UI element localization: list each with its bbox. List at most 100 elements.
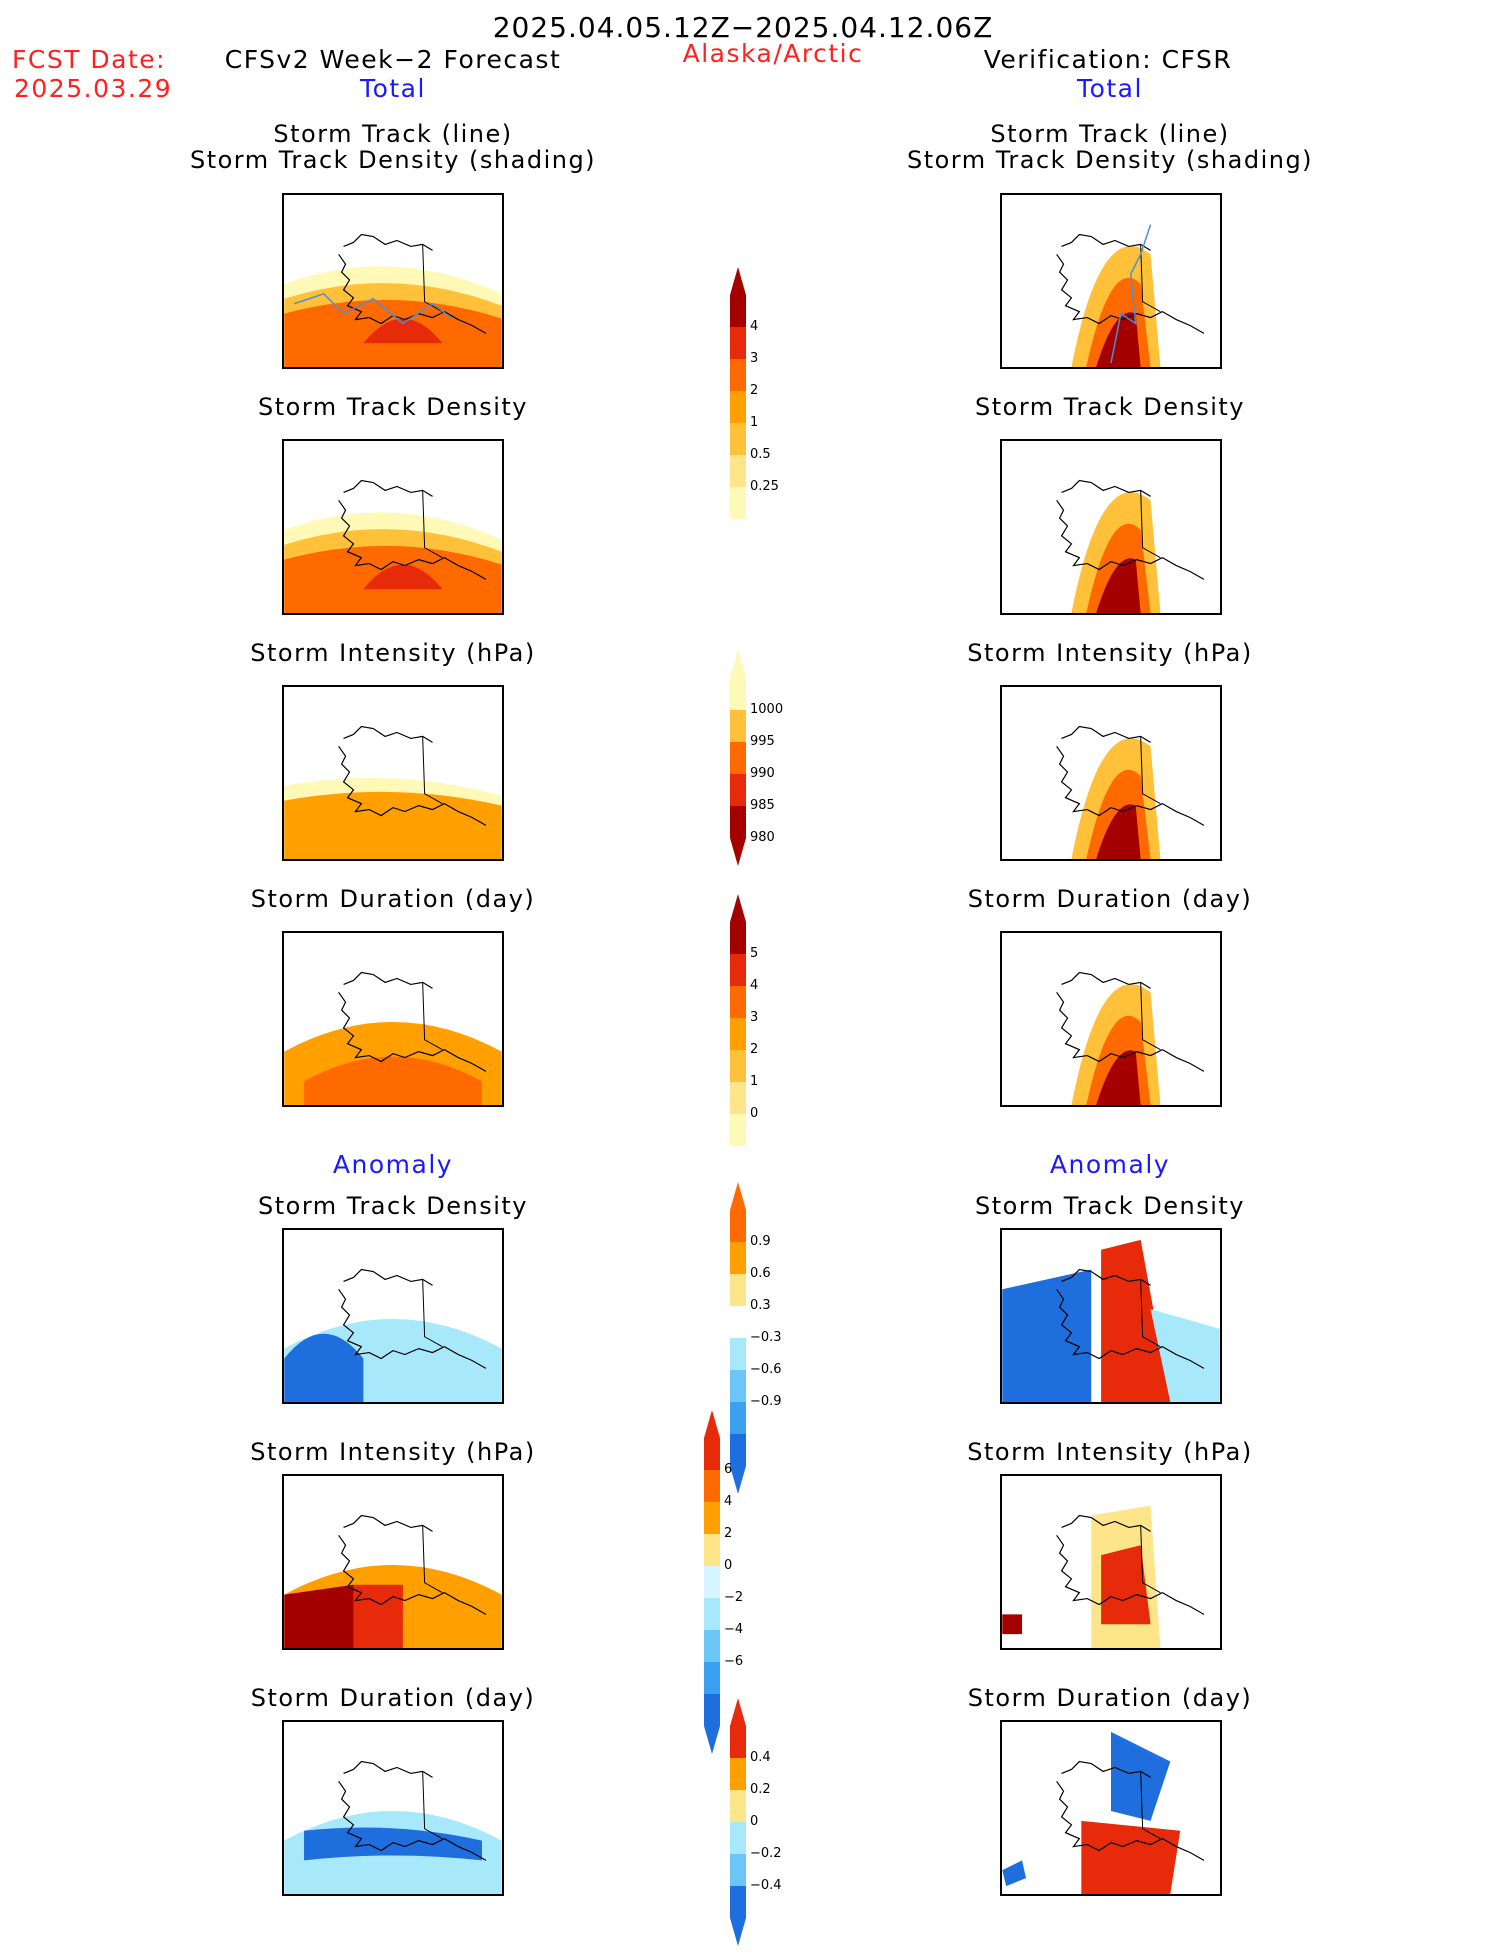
colorbar-swatch — [730, 774, 746, 806]
map-shading — [284, 512, 502, 613]
right-anom-density-title: Storm Track Density — [975, 1192, 1245, 1220]
left-duration-title: Storm Duration (day) — [250, 885, 536, 913]
shade-region — [363, 318, 443, 344]
colorbar-swatch — [730, 742, 746, 774]
map-left-track-line — [282, 193, 504, 369]
colorbar-tick-label: 0.3 — [750, 1298, 771, 1313]
colorbar-swatch — [730, 922, 746, 954]
colorbar-graphic — [730, 894, 746, 1206]
colorbar-swatch — [730, 1242, 746, 1274]
colorbar-top-arrow — [730, 1182, 746, 1210]
left-anomaly-label: Anomaly — [332, 1150, 454, 1179]
shade-region — [1096, 312, 1141, 367]
date-range-title: 2025.04.05.12Z−2025.04.12.06Z — [492, 11, 994, 44]
map-left-duration — [282, 931, 504, 1107]
coastline — [338, 1288, 487, 1369]
shade-region — [1101, 1545, 1151, 1625]
colorbar-swatch — [730, 1338, 746, 1370]
map-shading — [284, 266, 502, 367]
colorbar-tick-label: 985 — [750, 798, 775, 813]
left-track-title-1: Storm Track (line) — [273, 120, 513, 148]
coastline — [338, 745, 487, 826]
map-shading — [1071, 492, 1161, 613]
shade-region — [284, 1584, 354, 1648]
colorbar-swatch — [730, 678, 746, 710]
map-shading — [284, 1318, 502, 1402]
colorbar-tick-label: 0.9 — [750, 1234, 771, 1249]
border-line — [1140, 1279, 1161, 1348]
colorbar-swatch — [730, 1050, 746, 1082]
coastline-north — [1061, 233, 1151, 251]
coastline — [338, 1780, 487, 1861]
colorbar-swatch — [730, 327, 746, 359]
fcst-date-label: FCST Date: — [12, 45, 167, 74]
colorbar-bottom-arrow — [730, 551, 746, 579]
border-line — [1140, 736, 1161, 805]
shade-region — [1096, 1050, 1141, 1105]
map-shading — [1071, 738, 1161, 859]
colorbar-bottom-arrow — [730, 838, 746, 866]
left-anom-intensity-title: Storm Intensity (hPa) — [250, 1438, 536, 1466]
coastline-north — [1061, 725, 1151, 743]
map-shading — [284, 1021, 502, 1105]
colorbar-tick-label: 3 — [750, 1010, 759, 1025]
coastline — [338, 1534, 487, 1615]
colorbar-bottom-arrow — [730, 1918, 746, 1946]
shade-region — [1081, 1820, 1181, 1894]
colorbar-tick-label: −6 — [724, 1654, 744, 1669]
coastline — [1056, 1780, 1205, 1861]
coastline-north — [1061, 479, 1151, 497]
shade-region — [304, 1056, 482, 1105]
colorbar-graphic — [730, 1182, 746, 1494]
colorbar-swatch — [730, 710, 746, 742]
colorbar-swatch — [704, 1694, 720, 1726]
map-shading — [1002, 1731, 1181, 1894]
border-line — [422, 736, 443, 805]
coastline — [338, 253, 487, 334]
coastline-north — [343, 1760, 433, 1778]
colorbar-tick-label: 990 — [750, 766, 775, 781]
right-density-title: Storm Track Density — [975, 393, 1245, 421]
map-right-density — [1000, 439, 1222, 615]
storm-track-line — [293, 293, 453, 325]
border-line — [1140, 1525, 1161, 1594]
shade-region — [1002, 1860, 1026, 1887]
colorbar-tick-label: 995 — [750, 734, 775, 749]
border-line — [1140, 244, 1161, 313]
colorbar-graphic — [730, 1698, 746, 1946]
colorbar-swatch — [730, 1274, 746, 1306]
coastline — [338, 991, 487, 1072]
coastline-north — [343, 971, 433, 989]
left-anom-density-title: Storm Track Density — [258, 1192, 528, 1220]
shade-region — [1150, 1309, 1220, 1402]
colorbar-swatch — [730, 986, 746, 1018]
fcst-date-value: 2025.03.29 — [14, 74, 173, 103]
colorbar-bottom-arrow — [704, 1726, 720, 1754]
colorbar-tick-label: 5 — [750, 946, 759, 961]
colorbar-swatch — [730, 391, 746, 423]
coastline — [338, 499, 487, 580]
colorbar-top-arrow — [730, 894, 746, 922]
colorbar-swatch — [730, 1822, 746, 1854]
border-line — [422, 1771, 443, 1840]
coastline-north — [1061, 1760, 1151, 1778]
border-line — [422, 1279, 443, 1348]
shade-region — [353, 1584, 403, 1648]
colorbar-swatch — [730, 359, 746, 391]
right-track-title-1: Storm Track (line) — [990, 120, 1230, 148]
coastline-north — [343, 479, 433, 497]
map-shading — [1002, 1505, 1161, 1648]
coastline — [1056, 745, 1205, 826]
colorbar-swatch — [730, 1854, 746, 1886]
shade-region — [363, 564, 443, 590]
colorbar-top-arrow — [730, 1698, 746, 1726]
colorbar-density-total: 4 3 2 1 0.5 0.25 — [722, 265, 792, 579]
right-intensity-title: Storm Intensity (hPa) — [967, 639, 1253, 667]
colorbar-tick-label: 0.4 — [750, 1750, 771, 1765]
colorbar-top-arrow — [730, 267, 746, 295]
map-right-duration — [1000, 931, 1222, 1107]
shade-region — [284, 791, 502, 859]
colorbar-tick-label: 3 — [750, 351, 759, 366]
border-line — [422, 1525, 443, 1594]
